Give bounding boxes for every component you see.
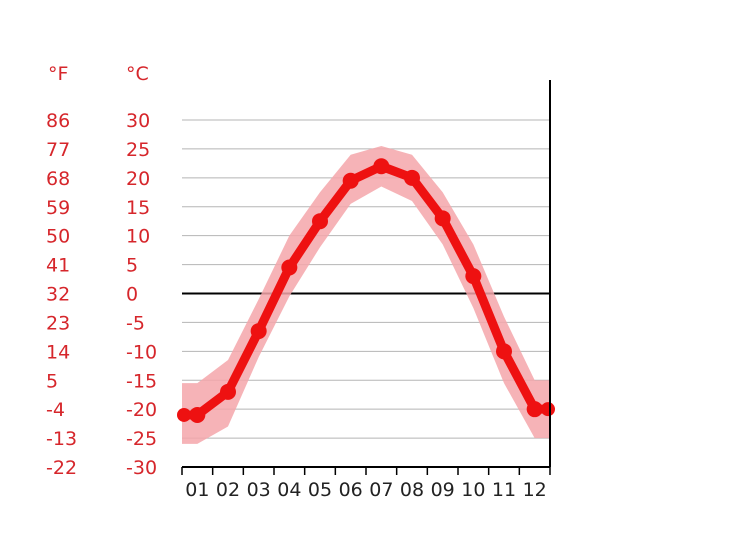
fahrenheit-tick-label: -22 [46, 457, 77, 479]
data-point [342, 172, 359, 189]
x-tick-label: 01 [185, 479, 209, 501]
data-point [496, 343, 512, 360]
x-tick-label: 12 [523, 479, 547, 501]
celsius-tick-label: -10 [126, 341, 157, 363]
celsius-unit-label: °C [126, 63, 149, 85]
data-point [434, 210, 451, 227]
celsius-tick-label: -25 [126, 428, 157, 450]
fahrenheit-tick-label: -13 [46, 428, 77, 450]
fahrenheit-tick-label: 5 [46, 370, 58, 392]
fahrenheit-tick-label: 23 [46, 312, 70, 334]
celsius-tick-label: 25 [126, 139, 150, 161]
fahrenheit-tick-label: 59 [46, 197, 70, 219]
celsius-tick-labels: 30 25 20 15 10 5 0 -5 -10 -15 -20 -25 -30 [126, 110, 157, 479]
celsius-tick-label: 30 [126, 110, 150, 132]
x-tick-label: 10 [461, 479, 485, 501]
x-tick-label: 03 [247, 479, 271, 501]
fahrenheit-tick-labels: 86 77 68 59 50 41 32 23 14 5 -4 -13 -22 [46, 110, 77, 479]
celsius-tick-label: 15 [126, 197, 150, 219]
x-tick-label: 05 [308, 479, 332, 501]
celsius-tick-label: -30 [126, 457, 157, 479]
x-tick-label: 11 [492, 479, 516, 501]
x-tick-label: 06 [339, 479, 363, 501]
data-point [281, 259, 298, 276]
fahrenheit-tick-label: 14 [46, 341, 70, 363]
data-point [312, 213, 328, 230]
fahrenheit-tick-label: 68 [46, 168, 70, 190]
fahrenheit-tick-label: 32 [46, 284, 70, 306]
temperature-range-band [182, 146, 550, 444]
data-point [189, 406, 206, 423]
fahrenheit-tick-label: 86 [46, 110, 70, 132]
data-points [177, 158, 555, 423]
data-point [373, 158, 390, 175]
celsius-tick-label: -20 [126, 399, 157, 421]
temperature-line [177, 161, 555, 420]
celsius-tick-label: 20 [126, 168, 150, 190]
celsius-tick-label: -15 [126, 370, 157, 392]
x-tick-label: 04 [277, 479, 301, 501]
x-tick-label: 07 [369, 479, 393, 501]
data-point [220, 383, 236, 400]
fahrenheit-tick-label: -4 [46, 399, 65, 421]
celsius-tick-label: -5 [126, 312, 145, 334]
fahrenheit-tick-label: 77 [46, 139, 70, 161]
celsius-tick-label: 10 [126, 226, 150, 248]
data-point [465, 268, 482, 285]
month-tick-labels: 01 02 03 04 05 06 07 08 09 10 11 12 [181, 467, 551, 501]
x-tick-label: 09 [431, 479, 455, 501]
fahrenheit-tick-label: 50 [46, 226, 70, 248]
celsius-tick-label: 5 [126, 255, 138, 277]
fahrenheit-unit-label: °F [48, 63, 68, 85]
data-point [526, 401, 543, 418]
x-tick-label: 08 [400, 479, 424, 501]
celsius-tick-label: 0 [126, 284, 138, 306]
data-point-edge [541, 402, 555, 417]
fahrenheit-tick-label: 41 [46, 255, 70, 277]
x-tick-label: 02 [216, 479, 240, 501]
data-point [250, 323, 267, 340]
data-point [404, 169, 420, 186]
data-point-edge [177, 407, 191, 422]
